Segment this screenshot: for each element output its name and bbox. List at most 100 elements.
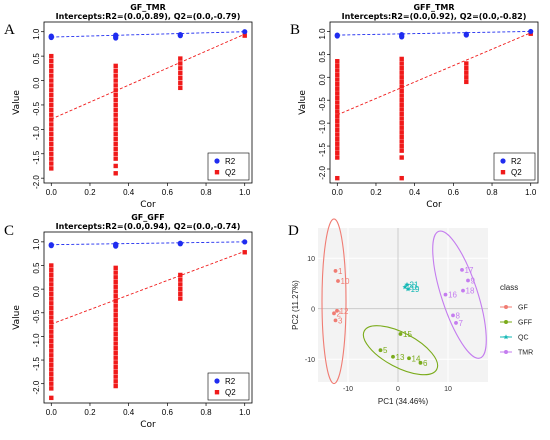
pca-point-label: 8 <box>456 311 461 320</box>
legend-r2-marker <box>214 378 220 384</box>
pca-point-label: 19 <box>411 285 420 294</box>
q2-point <box>399 98 404 103</box>
chart-title: GF_GFF <box>131 213 165 222</box>
q2-point <box>242 33 247 38</box>
q2-point <box>335 104 340 110</box>
q2-point <box>49 166 54 171</box>
pca-point-label: 12 <box>340 307 349 316</box>
q2-point <box>113 336 118 341</box>
pca-point-label: 17 <box>465 266 474 275</box>
legend-box <box>493 152 536 181</box>
q2-point <box>242 250 247 255</box>
y-axis-label: Value <box>12 305 22 330</box>
legend-q2-label: Q2 <box>511 168 522 177</box>
q2-point <box>49 136 54 142</box>
q2-point <box>49 141 54 147</box>
q2-point <box>335 95 340 101</box>
pca-point-gff <box>398 332 403 336</box>
pca-point-gf <box>333 269 338 273</box>
x-axis-label: Cor <box>426 200 442 210</box>
legend-r2-marker <box>500 158 506 164</box>
y-tick-label: -10 <box>305 357 315 364</box>
chart-subtitle: Intercepts:R2=(0.0,0.94), Q2=(0.0,-0.74) <box>56 222 241 231</box>
q2-point <box>399 70 404 75</box>
q2-point <box>113 141 118 147</box>
q2-point <box>49 376 54 382</box>
q2-point <box>335 150 340 156</box>
r2-point <box>177 240 183 246</box>
legend-box <box>207 152 250 181</box>
q2-point <box>49 310 54 315</box>
q2-regression-line <box>337 32 531 116</box>
x-tick-label: 0.8 <box>200 408 212 417</box>
q2-point <box>178 282 183 287</box>
r2-point <box>113 243 119 249</box>
chart-title: GFF_TMR <box>413 3 454 12</box>
q2-point <box>113 374 118 379</box>
pca-point-label: 18 <box>466 287 475 296</box>
q2-point <box>49 268 54 273</box>
q2-point <box>113 327 118 332</box>
x-tick-label: 1.0 <box>525 188 537 197</box>
q2-point <box>113 279 118 285</box>
panel-letter: A <box>4 22 15 38</box>
q2-point <box>113 355 118 360</box>
q2-point <box>49 132 54 137</box>
pca-point-gff <box>391 354 395 359</box>
q2-point <box>49 92 54 98</box>
pca-point-gf <box>333 318 338 323</box>
q2-point <box>113 117 118 122</box>
q2-point <box>335 141 340 146</box>
chart-subtitle: Intercepts:R2=(0.0,0.92), Q2=(0.0,-0.82) <box>342 12 527 21</box>
x-tick-label: 0.8 <box>200 188 212 197</box>
legend-marker-tmr <box>504 350 508 354</box>
q2-point <box>49 357 54 363</box>
q2-point <box>399 61 404 66</box>
q2-point <box>399 79 404 85</box>
confidence-ellipse-gff <box>362 325 439 376</box>
q2-point <box>399 130 404 135</box>
r2-regression-line <box>337 30 531 36</box>
x-tick-label: 0.6 <box>162 408 174 417</box>
pca-point-label: 9 <box>471 277 476 286</box>
q2-point <box>113 322 118 327</box>
q2-point <box>113 364 118 370</box>
q2-point <box>49 107 54 113</box>
q2-point <box>113 83 118 88</box>
q2-point <box>178 66 183 71</box>
x-tick-label: 1.0 <box>239 408 251 417</box>
q2-point <box>49 367 54 372</box>
x-tick-label: 0.0 <box>332 188 344 197</box>
q2-point <box>113 136 118 142</box>
x-tick-label: 0.2 <box>84 408 96 417</box>
legend-q2-marker <box>214 390 220 395</box>
pca-point-tmr <box>454 321 458 325</box>
pca-point-label: 21 <box>410 281 419 290</box>
r2-point <box>48 243 54 249</box>
legend-marker-gf <box>504 305 508 309</box>
q2-point <box>178 71 183 76</box>
q2-point <box>49 282 54 287</box>
y-tick-label: -1.5 <box>32 150 41 164</box>
q2-point <box>113 289 118 294</box>
q2-point <box>399 116 404 121</box>
q2-point <box>399 125 404 130</box>
q2-point <box>113 270 118 275</box>
q2-point <box>399 143 404 149</box>
x-tick-label: 10 <box>444 386 452 393</box>
y-tick-label: -1.5 <box>32 357 41 371</box>
q2-point <box>49 320 54 325</box>
q2-point <box>335 100 340 105</box>
y-tick-label: -1.0 <box>32 333 41 347</box>
q2-point <box>49 343 54 349</box>
q2-point <box>399 84 404 89</box>
q2-point <box>113 284 118 289</box>
chart-title: GF_TMR <box>130 3 166 12</box>
pca-point-label: 2 <box>337 309 342 318</box>
q2-point <box>113 88 118 93</box>
q2-point <box>113 156 118 161</box>
q2-point <box>335 123 340 128</box>
